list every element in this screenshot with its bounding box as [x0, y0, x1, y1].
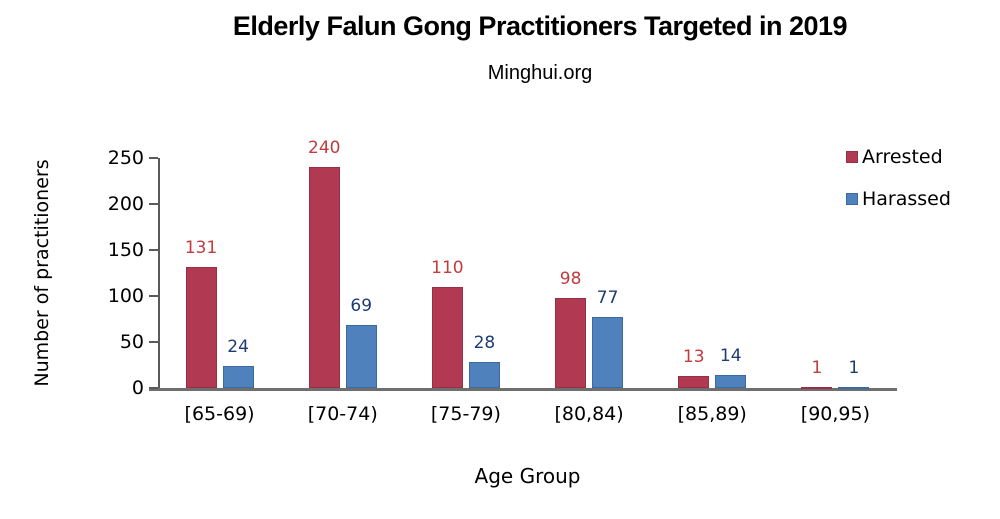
y-axis-title: Number of practitioners: [31, 159, 53, 387]
y-tick: [149, 341, 158, 343]
legend-label: Arrested: [862, 146, 943, 168]
x-tick-label: [65-69): [184, 403, 255, 425]
bar-value-label: 13: [682, 347, 705, 367]
y-tick: [149, 157, 158, 159]
bar-harassed: [345, 325, 377, 388]
bar-harassed: [715, 375, 747, 388]
bar-value-label: 77: [596, 288, 619, 308]
bar-arrested: [185, 267, 217, 388]
legend-item: Harassed: [846, 188, 951, 210]
legend: Arrested Harassed: [846, 146, 951, 230]
bar-value-label: 28: [473, 333, 496, 353]
bar-arrested: [678, 376, 710, 388]
bar-value-label: 98: [559, 269, 582, 289]
bar-value-label: 14: [719, 346, 742, 366]
chart-subtitle: Minghui.org: [487, 62, 593, 84]
bar-arrested: [801, 387, 833, 389]
y-tick: [149, 295, 158, 297]
y-tick: [149, 203, 158, 205]
bar-harassed: [592, 317, 624, 388]
bar-arrested: [308, 167, 340, 388]
bar-value-label: 240: [308, 138, 341, 158]
plot-area: 0 50 100 150 200 250 [65-69) 131 24 [70-74) 240 69[…: [108, 138, 897, 425]
x-axis-title: Age Group: [474, 464, 581, 488]
y-tick-label: 100: [107, 285, 144, 307]
chart-title: Elderly Falun Gong Practitioners Targete…: [232, 11, 848, 41]
y-tick: [149, 387, 158, 389]
bar-arrested: [555, 298, 587, 388]
y-tick-label: 250: [107, 147, 144, 169]
x-tick-label: [80,84): [554, 403, 624, 425]
legend-swatch-harassed: [846, 193, 858, 205]
y-axis-line: [158, 158, 160, 391]
bar-harassed: [838, 387, 870, 389]
legend-label: Harassed: [862, 188, 951, 210]
x-axis-line: [149, 388, 897, 391]
bar-value-label: 69: [350, 296, 373, 316]
y-tick-label: 150: [107, 239, 144, 261]
bar-harassed: [468, 362, 500, 388]
x-tick-label: [70-74): [307, 403, 378, 425]
x-tick-label: [90,95): [800, 403, 871, 425]
y-tick-label: 200: [107, 193, 144, 215]
bar-value-label: 110: [431, 258, 464, 278]
bar-value-label: 131: [184, 238, 218, 258]
legend-item: Arrested: [846, 146, 951, 168]
bar-value-label: 24: [227, 337, 249, 357]
bar-value-label: 1: [811, 358, 823, 378]
bar-value-label: 1: [848, 358, 860, 378]
bar-arrested: [431, 287, 463, 388]
bar-harassed: [222, 366, 254, 388]
y-tick-label: 0: [131, 377, 144, 399]
x-tick-label: [75-79): [430, 403, 501, 425]
y-tick-label: 50: [119, 331, 144, 353]
legend-swatch-arrested: [846, 151, 858, 163]
x-tick-label: [85,89): [677, 403, 747, 425]
y-tick: [149, 249, 158, 251]
